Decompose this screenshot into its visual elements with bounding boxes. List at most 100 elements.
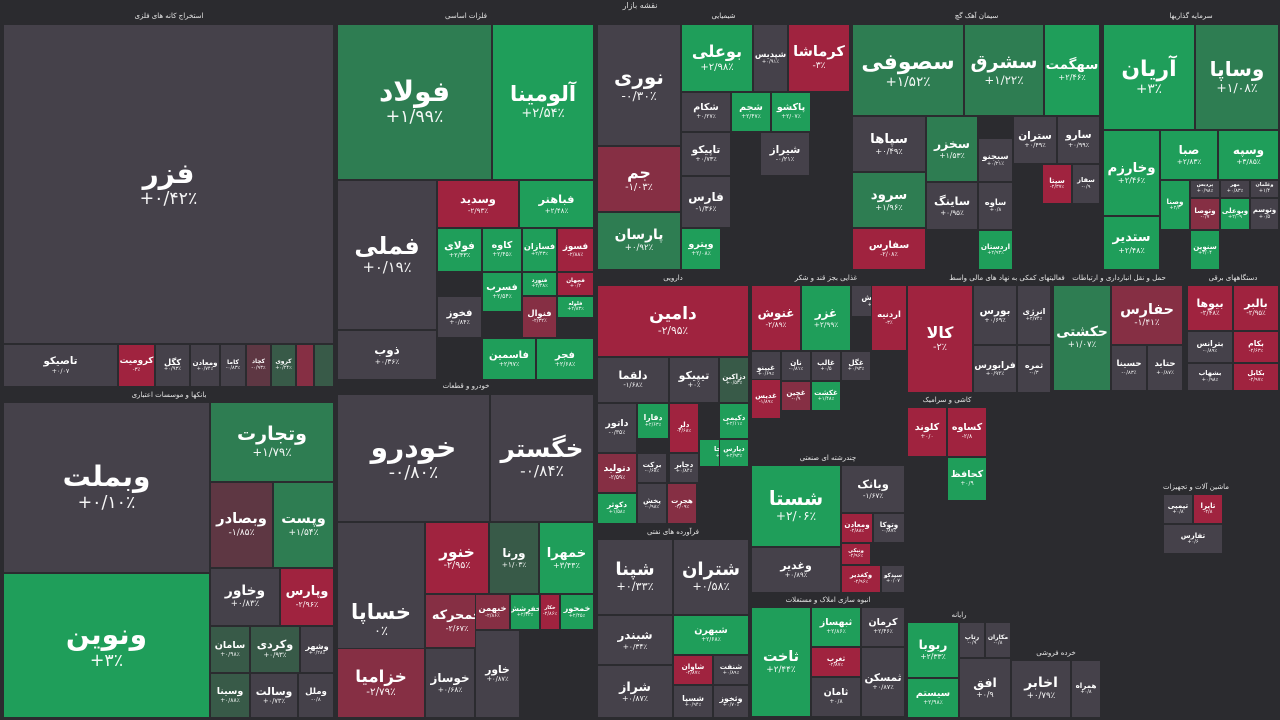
stock-tile[interactable] bbox=[296, 344, 314, 387]
stock-tile[interactable]: بکام -۲/۶۳٪ bbox=[1233, 331, 1279, 363]
stock-tile[interactable]: شکام +۰/۲۷٪ bbox=[681, 92, 731, 132]
stock-tile[interactable]: ونوین +۳٪ bbox=[3, 573, 210, 718]
stock-tile[interactable]: پخش -۰/۹۸٪ bbox=[637, 483, 667, 524]
stock-tile[interactable]: تپمپی +۰/۸ bbox=[1163, 494, 1193, 524]
stock-tile[interactable]: ثاخت +۲/۴۴٪ bbox=[751, 607, 811, 717]
stock-tile[interactable]: بالبر -۲/۹۵٪ bbox=[1233, 285, 1279, 331]
stock-tile[interactable]: دپارس +۲/۹۳٪ bbox=[719, 439, 749, 467]
stock-tile[interactable]: ثغرب -۲/۸۷٪ bbox=[811, 647, 861, 677]
stock-tile[interactable]: فملی +۰/۱۹٪ bbox=[337, 180, 437, 330]
stock-tile[interactable]: دلقما -۱/۶۸٪ bbox=[597, 357, 669, 403]
stock-tile[interactable]: دجابر +۰/۸۴٪ bbox=[669, 453, 699, 483]
stock-tile[interactable]: کروی +۰/۲۴٪ bbox=[271, 344, 296, 387]
stock-tile[interactable]: وکغدیر -۲/۹۶٪ bbox=[841, 565, 881, 593]
stock-tile[interactable]: سشرق +۱/۲۲٪ bbox=[964, 24, 1044, 116]
stock-tile[interactable]: کرمان +۲/۴۶٪ bbox=[861, 607, 905, 647]
stock-tile[interactable]: حسینا -۰/۸۳٪ bbox=[1111, 345, 1147, 391]
stock-tile[interactable]: شیراز -۰/۲۱٪ bbox=[760, 132, 810, 176]
stock-tile[interactable]: ونیکی -۲/۹۶٪ bbox=[841, 543, 871, 565]
stock-tile[interactable]: ستران +۰/۴۹٪ bbox=[1013, 116, 1057, 164]
stock-tile[interactable]: وغدیر +۰/۸۹٪ bbox=[751, 547, 841, 593]
stock-tile[interactable]: غزر +۲/۹۹٪ bbox=[801, 285, 851, 351]
stock-tile[interactable]: تاپیکو +۰/۷۳٪ bbox=[681, 132, 731, 176]
stock-tile[interactable]: بترانس -۰/۸۹٪ bbox=[1187, 331, 1233, 363]
stock-tile[interactable]: ربوبا +۲/۳۳٪ bbox=[907, 622, 959, 678]
stock-tile[interactable]: صبا +۲/۸۳٪ bbox=[1160, 130, 1218, 180]
stock-tile[interactable]: کگل +۰/۹۳٪ bbox=[155, 344, 190, 387]
stock-tile[interactable]: فباهنر +۲/۴۸٪ bbox=[519, 180, 594, 228]
stock-tile[interactable]: کرومیت -۳٪ bbox=[118, 344, 155, 387]
stock-tile[interactable]: شبهرن +۲/۶۸٪ bbox=[673, 615, 749, 655]
stock-tile[interactable]: مکاران -۰/۸ bbox=[985, 622, 1011, 658]
stock-tile[interactable]: تایرا -۲/۸ bbox=[1193, 494, 1223, 524]
stock-tile[interactable]: خاور +۰/۸۷٪ bbox=[475, 630, 520, 718]
stock-tile[interactable]: سهگمت +۲/۴۶٪ bbox=[1044, 24, 1100, 116]
stock-tile[interactable]: همراه +۰/۸ bbox=[1071, 660, 1101, 718]
stock-tile[interactable]: غگل +۰/۹۳٪ bbox=[841, 351, 871, 381]
stock-tile[interactable]: پاکشو +۲/۰۷٪ bbox=[771, 92, 811, 132]
stock-tile[interactable]: دفارا +۲/۶۳٪ bbox=[637, 403, 669, 439]
stock-tile[interactable]: حکشتی +۱/۰۷٪ bbox=[1053, 285, 1111, 391]
stock-tile[interactable]: فخوز +۰/۸۴٪ bbox=[437, 296, 482, 338]
stock-tile[interactable]: فنورد +۲/۴۸٪ bbox=[522, 272, 557, 296]
stock-tile[interactable]: وخارزم +۲/۴۶٪ bbox=[1103, 130, 1160, 216]
stock-tile[interactable]: خوساز +۰/۶۸٪ bbox=[425, 648, 475, 718]
stock-tile[interactable]: فلوله +۲/۸۳٪ bbox=[557, 296, 594, 318]
stock-tile[interactable]: فجهان +۰/۲ bbox=[557, 272, 594, 296]
stock-tile[interactable]: شراز +۰/۸۷٪ bbox=[597, 665, 673, 718]
stock-tile[interactable]: اردستان +۲/۹۳٪ bbox=[978, 230, 1013, 270]
stock-tile[interactable]: فرابورس +۰/۹۳٪ bbox=[973, 345, 1017, 393]
stock-tile[interactable]: خمهرا +۳/۴۴٪ bbox=[539, 522, 594, 594]
stock-tile[interactable]: فنوال -۲/۳۲٪ bbox=[522, 296, 557, 338]
stock-tile[interactable]: جم -۱/۰۳٪ bbox=[597, 146, 681, 212]
stock-tile[interactable]: فولاد +۱/۹۹٪ bbox=[337, 24, 492, 180]
stock-tile[interactable]: اردنیه -۳٪ bbox=[871, 285, 907, 351]
stock-tile[interactable]: ثامان +۰/۸ bbox=[811, 677, 861, 717]
stock-tile[interactable]: وپست +۱/۵۴٪ bbox=[273, 482, 334, 568]
stock-tile[interactable]: فزر +۰/۴۲٪ bbox=[3, 24, 334, 344]
stock-tile[interactable]: بکابل -۲/۹۷٪ bbox=[1233, 363, 1279, 391]
stock-tile[interactable]: وثخوز +۰/۷۰٪ bbox=[713, 685, 749, 718]
stock-tile[interactable]: بیوها -۲/۴۸٪ bbox=[1187, 285, 1233, 331]
stock-tile[interactable]: سرود +۱/۹۶٪ bbox=[852, 172, 926, 228]
stock-tile[interactable]: شبندر +۰/۳۴٪ bbox=[597, 615, 673, 665]
stock-tile[interactable]: انرژی +۲/۷۴٪ bbox=[1017, 285, 1051, 345]
stock-tile[interactable]: وبوعلی +۲/۰۹ bbox=[1220, 198, 1250, 230]
stock-tile[interactable]: سیتا -۲/۳۷٪ bbox=[1042, 164, 1072, 204]
stock-tile[interactable]: دلر -۲/۶۸٪ bbox=[669, 403, 699, 453]
stock-tile[interactable]: خمحور +۲/۴۵٪ bbox=[560, 594, 594, 630]
stock-tile[interactable]: برکت -۰/۶۸٪ bbox=[637, 453, 667, 483]
stock-tile[interactable]: وسدید -۲/۹۳٪ bbox=[437, 180, 519, 228]
stock-tile[interactable]: فسرب +۲/۵۴٪ bbox=[482, 272, 522, 312]
stock-tile[interactable]: حفارس -۱/۴۱٪ bbox=[1111, 285, 1183, 345]
stock-tile[interactable]: فاسمین +۲/۹۷٪ bbox=[482, 338, 536, 380]
stock-tile[interactable]: نان -۰/۸۱٪ bbox=[781, 351, 811, 381]
stock-tile[interactable]: ثمره -۰/۳ bbox=[1017, 345, 1051, 393]
stock-tile[interactable]: وبصادر -۱/۸۵٪ bbox=[210, 482, 273, 568]
stock-tile[interactable]: وبانک -۱/۶۷٪ bbox=[841, 465, 905, 513]
stock-tile[interactable]: وپترو +۲/۰۸٪ bbox=[681, 228, 721, 270]
stock-tile[interactable]: غکشت +۱/۴۸٪ bbox=[811, 381, 841, 411]
stock-tile[interactable]: وبملت +۰/۱۰٪ bbox=[3, 402, 210, 573]
stock-tile[interactable]: خنور -۲/۹۵٪ bbox=[425, 522, 489, 594]
stock-tile[interactable]: بورس +۰/۶۹٪ bbox=[973, 285, 1017, 345]
stock-tile[interactable]: غدیس -۱/۸۹٪ bbox=[751, 379, 781, 419]
stock-tile[interactable]: دکیمی +۲/۱۱٪ bbox=[719, 403, 749, 439]
stock-tile[interactable]: کحافظ +۰/۹ bbox=[947, 457, 987, 501]
stock-tile[interactable]: وتوکا -۰/۸۷٪ bbox=[873, 513, 905, 543]
stock-tile[interactable]: پردیس +۰/۹۸٪ bbox=[1190, 180, 1220, 198]
stock-tile[interactable]: وخاور +۰/۸۳٪ bbox=[210, 568, 280, 626]
stock-tile[interactable]: دتولید -۲/۵۹٪ bbox=[597, 453, 637, 493]
stock-tile[interactable]: غالب +۰/۵ bbox=[811, 351, 841, 381]
stock-tile[interactable]: فولای +۲/۴۳٪ bbox=[437, 228, 482, 272]
stock-tile[interactable]: خگستر -۰/۸۴٪ bbox=[490, 394, 594, 522]
stock-tile[interactable]: وپارس -۲/۹۶٪ bbox=[280, 568, 334, 626]
stock-tile[interactable]: فجر +۲/۶۸٪ bbox=[536, 338, 594, 380]
stock-tile[interactable]: نوری -۰/۳۰٪ bbox=[597, 24, 681, 146]
stock-tile[interactable]: تیپیکو +۰٪ bbox=[669, 357, 719, 403]
stock-tile[interactable]: آریان +۳٪ bbox=[1103, 24, 1195, 130]
stock-tile[interactable]: شاوان -۲/۸۷٪ bbox=[673, 655, 713, 685]
stock-tile[interactable]: شپدیس +۰/۹۱٪ bbox=[753, 24, 788, 92]
stock-tile[interactable]: وشهر +۰/۲۸٪ bbox=[300, 626, 334, 673]
stock-tile[interactable]: شنفت +۰/۸۹٪ bbox=[713, 655, 749, 685]
